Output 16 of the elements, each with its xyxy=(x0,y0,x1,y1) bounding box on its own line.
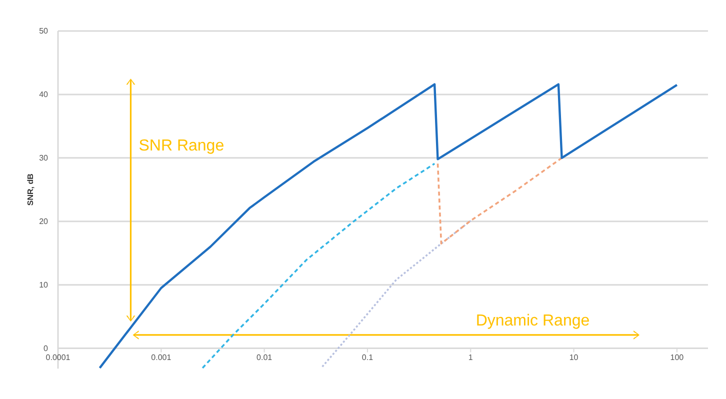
x-tick-label: 0.0001 xyxy=(46,352,71,362)
y-axis-title: SNR, dB xyxy=(26,173,35,206)
y-tick-label: 50 xyxy=(39,26,49,36)
y-tick-label: 30 xyxy=(39,153,49,162)
x-tick-label: 0.1 xyxy=(362,352,374,362)
annotation: SNR Range xyxy=(138,137,224,154)
x-tick-label: 10 xyxy=(569,352,579,362)
x-tick-label: 0.01 xyxy=(256,352,273,362)
annotation: Dynamic Range xyxy=(476,312,590,330)
y-tick-label: 40 xyxy=(39,90,49,100)
y-tick-label: 10 xyxy=(39,280,49,290)
y-tick-label: 20 xyxy=(39,216,49,226)
x-tick-label: 0.001 xyxy=(151,352,172,362)
x-tick-label: 1 xyxy=(468,352,474,362)
y-tick-label: 0 xyxy=(44,344,49,353)
x-tick-label: 100 xyxy=(670,352,684,362)
